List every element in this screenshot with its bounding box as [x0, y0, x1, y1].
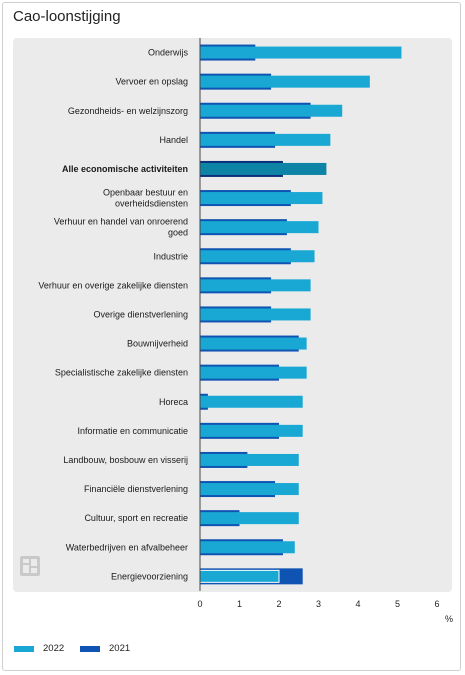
x-tick-label: 5 — [395, 599, 400, 609]
category-label-vervoer-en-opslag: Vervoer en opslag — [115, 77, 188, 87]
x-tick-label: 0 — [197, 599, 202, 609]
x-tick-label: 4 — [355, 599, 360, 609]
bar-2022-landbouw-bosbouw-en-visserij — [200, 453, 299, 466]
category-label-onderwijs: Onderwijs — [148, 48, 189, 58]
category-label-line: Vervoer en opslag — [115, 77, 188, 87]
category-label-energievoorziening: Energievoorziening — [111, 571, 188, 581]
category-label-line: Bouwnijverheid — [127, 339, 188, 349]
category-label-line: Alle economische activiteiten — [62, 164, 188, 174]
category-label-verhuur-en-handel-van-onroerend-goed: Verhuur en handel van onroerend goed — [54, 217, 188, 238]
legend-label-2022: 2022 — [43, 643, 65, 654]
category-label-line: Waterbedrijven en afvalbeheer — [66, 542, 188, 552]
category-label-industrie: Industrie — [153, 251, 188, 261]
category-label-financiele-dienstverlening: Financiële dienstverlening — [84, 484, 188, 494]
category-label-line: Horeca — [159, 397, 188, 407]
x-tick-label: 3 — [316, 599, 321, 609]
category-label-horeca: Horeca — [159, 397, 188, 407]
bar-2022-onderwijs — [200, 46, 402, 59]
category-label-bouwnijverheid: Bouwnijverheid — [127, 339, 188, 349]
cbs-logo-icon — [20, 556, 40, 576]
bar-2022-handel — [200, 133, 331, 146]
category-label-handel: Handel — [159, 135, 188, 145]
bar-2022-gezondheids-en-welzijnszorg — [200, 104, 343, 117]
category-label-line: Informatie en communicatie — [77, 426, 188, 436]
bar-2022-openbaar-bestuur-en-overheidsdiensten — [200, 192, 323, 205]
legend-item-2022: 2022 — [14, 643, 64, 654]
bar-2022-cultuur-sport-en-recreatie — [200, 512, 299, 525]
category-label-line: Cultuur, sport en recreatie — [84, 513, 188, 523]
category-label-line: Overige dienstverlening — [93, 309, 188, 319]
bar-2022-specialistische-zakelijke-diensten — [200, 366, 307, 379]
category-label-openbaar-bestuur-en-overheidsdiensten: Openbaar bestuur en overheidsdiensten — [103, 188, 188, 209]
category-label-line: Verhuur en handel van onroerend — [54, 217, 188, 227]
bar-2022-bouwnijverheid — [200, 337, 307, 350]
category-label-waterbedrijven-en-afvalbeheer: Waterbedrijven en afvalbeheer — [66, 542, 188, 552]
category-label-verhuur-en-overige-zakelijke-diensten: Verhuur en overige zakelijke diensten — [38, 280, 188, 290]
bar-2022-financiele-dienstverlening — [200, 483, 299, 496]
bar-2022-horeca — [200, 395, 303, 408]
chart-frame — [2, 2, 461, 671]
x-tick-label: 1 — [237, 599, 242, 609]
x-unit-label: % — [445, 614, 453, 624]
category-label-overige-dienstverlening: Overige dienstverlening — [93, 309, 188, 319]
category-label-line: overheidsdiensten — [115, 199, 188, 209]
x-tick-label: 6 — [434, 599, 439, 609]
category-label-line: Specialistische zakelijke diensten — [55, 368, 188, 378]
bar-2022-industrie — [200, 250, 315, 263]
legend-item-2021: 2021 — [80, 643, 130, 654]
bar-2022-verhuur-en-overige-zakelijke-diensten — [200, 279, 311, 292]
bar-2022-vervoer-en-opslag — [200, 75, 370, 88]
category-label-informatie-en-communicatie: Informatie en communicatie — [77, 426, 188, 436]
category-label-line: Gezondheids- en welzijnszorg — [68, 106, 188, 116]
legend-swatch-2022 — [14, 645, 34, 652]
category-label-line: Industrie — [153, 251, 188, 261]
category-label-line: Financiële dienstverlening — [84, 484, 188, 494]
category-label-line: Verhuur en overige zakelijke diensten — [38, 280, 188, 290]
category-label-alle-economische-activiteiten: Alle economische activiteiten — [62, 164, 188, 174]
category-label-line: Energievoorziening — [111, 571, 188, 581]
bar-2022-alle-economische-activiteiten — [200, 162, 327, 175]
bar-2022-waterbedrijven-en-afvalbeheer — [200, 541, 295, 554]
bar-2022-overige-dienstverlening — [200, 308, 311, 321]
bar-2022-verhuur-en-handel-van-onroerend-goed — [200, 221, 319, 234]
category-label-cultuur-sport-en-recreatie: Cultuur, sport en recreatie — [84, 513, 188, 523]
chart-title: Cao-loonstijging — [13, 8, 121, 25]
category-label-line: goed — [168, 228, 188, 238]
bar-2022-informatie-en-communicatie — [200, 424, 303, 437]
category-label-line: Landbouw, bosbouw en visserij — [63, 455, 188, 465]
x-tick-label: 2 — [276, 599, 281, 609]
category-label-specialistische-zakelijke-diensten: Specialistische zakelijke diensten — [55, 368, 188, 378]
category-label-gezondheids-en-welzijnszorg: Gezondheids- en welzijnszorg — [68, 106, 188, 116]
legend-label-2021: 2021 — [109, 643, 131, 654]
category-label-line: Openbaar bestuur en — [103, 188, 188, 198]
bar-2022-energievoorziening — [199, 569, 280, 583]
category-label-line: Handel — [159, 135, 188, 145]
legend-swatch-2021 — [80, 645, 100, 652]
category-label-line: Onderwijs — [148, 48, 189, 58]
category-label-landbouw-bosbouw-en-visserij: Landbouw, bosbouw en visserij — [63, 455, 188, 465]
